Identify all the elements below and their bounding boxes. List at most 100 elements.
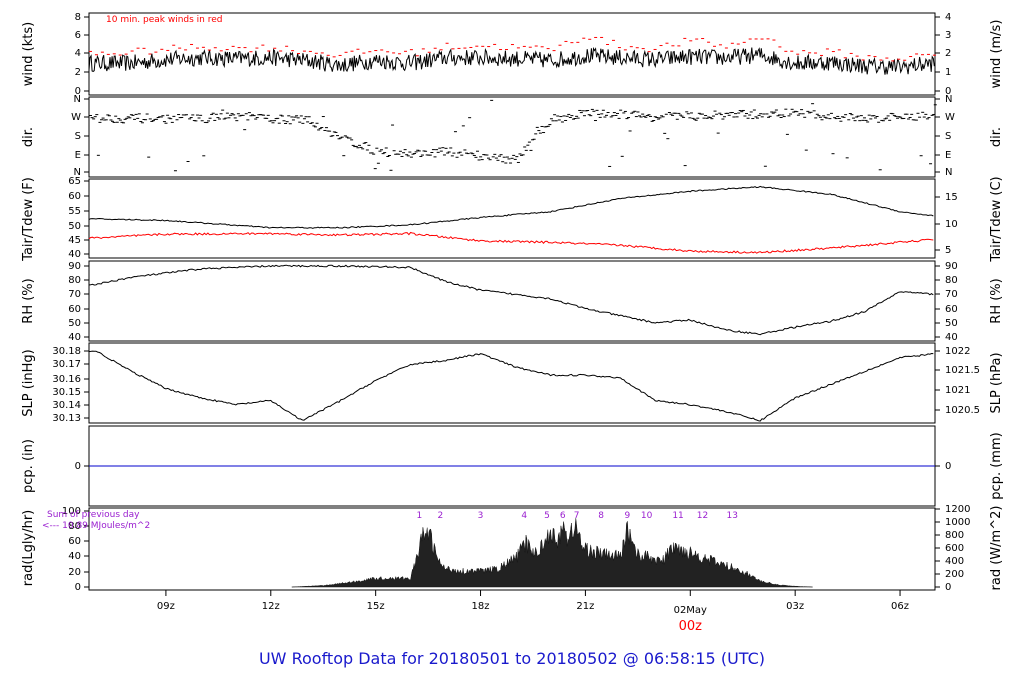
ytick-right-label: 400 [945,556,964,567]
ytick-left-label: 60 [68,191,81,202]
ytick-left-label: 55 [68,206,81,217]
radiation-marker-label: 11 [672,511,683,521]
ytick-right-label: 1022 [945,346,970,357]
ylabel-left-wind: wind (kts) [21,22,36,86]
ytick-left-label: 6 [75,30,81,41]
series-slp-line [88,350,934,422]
ytick-right-label: 5 [945,245,951,256]
ytick-left-label: 2 [75,67,81,78]
ytick-left-label: 30.17 [52,359,81,370]
ytick-left-label: 65 [68,176,81,187]
wind-annotation: 10 min. peak winds in red [106,15,223,25]
panel-frame-rad [88,507,936,591]
ylabel-left-slp: SLP (inHg) [21,349,36,417]
radiation-marker-label: 4 [521,511,527,521]
radiation-marker-label: 7 [574,511,580,521]
series-peak-winds [89,36,936,62]
ylabel-left-dir: dir. [21,127,36,147]
radiation-marker-label: 13 [727,511,738,521]
ylabel-right-rh: RH (%) [989,278,1004,323]
ylabel-left-pcp: pcp. (in) [21,439,36,493]
panel-frame-temp [88,178,936,259]
ylabel-left-temp: Tair/Tdew (F) [21,177,36,262]
ytick-left-label: 0 [75,86,81,97]
ytick-right-label: 15 [945,192,958,203]
radiation-marker-label: 9 [624,511,630,521]
ytick-right-label: 90 [945,261,958,272]
ytick-right-label: E [945,150,951,161]
ytick-right-label: 3 [945,30,951,41]
ytick-left-label: 30.15 [52,387,81,398]
ytick-right-label: 50 [945,318,958,329]
ytick-left-label: 4 [75,48,81,59]
radiation-marker-label: 2 [437,511,443,521]
xtick-label: 06z [891,601,909,612]
ytick-right-label: 80 [945,275,958,286]
panel-frame-slp [88,342,936,424]
xtick-label: 12z [262,601,280,612]
chart-footer-title: UW Rooftop Data for 20180501 to 20180502… [258,649,766,668]
ytick-right-label: 0 [945,582,951,593]
ylabel-right-pcp: pcp. (mm) [989,432,1004,499]
series-wind-line [88,46,935,75]
xtick-date-sub: 00z [679,619,703,634]
panel-frame-wind [88,12,936,96]
ylabel-left-rh: RH (%) [21,278,36,323]
ytick-left-label: 90 [68,261,81,272]
ytick-left-label: 40 [68,249,81,260]
ytick-left-label: N [74,94,81,105]
xtick-label: 02May [674,605,707,616]
ytick-left-label: 8 [75,12,81,23]
ytick-right-label: N [945,94,952,105]
ytick-right-label: 70 [945,289,958,300]
radiation-marker-label: 6 [560,511,566,521]
ytick-right-label: 600 [945,543,964,554]
ytick-left-label: 30.14 [52,400,81,411]
ytick-left-label: 60 [68,536,81,547]
radiation-marker-label: 10 [641,511,653,521]
ytick-right-label: 1200 [945,504,970,515]
ytick-left-label: 70 [68,289,81,300]
ytick-left-label: N [74,167,81,178]
ytick-left-label: 0 [75,461,81,472]
ytick-left-label: 30.13 [52,413,81,424]
radiation-marker-label: 5 [544,511,550,521]
ytick-left-label: 80 [68,275,81,286]
xtick-label: 18z [472,601,490,612]
panel-frame-dir [88,96,936,178]
ytick-right-label: 40 [945,332,958,343]
ytick-right-label: 60 [945,304,958,315]
ytick-right-label: 200 [945,569,964,580]
radiation-marker-label: 12 [697,511,708,521]
ytick-left-label: E [75,150,81,161]
ytick-right-label: N [945,167,952,178]
ytick-right-label: 10 [945,219,958,230]
ylabel-right-dir: dir. [989,127,1004,147]
ytick-right-label: 2 [945,48,951,59]
radiation-marker-label: 8 [598,511,604,521]
ytick-left-label: 50 [68,318,81,329]
ytick-left-label: 20 [68,567,81,578]
radiation-sum-label: Sum of previous day [47,510,140,520]
series-radiation-area [291,518,813,588]
ytick-left-label: 40 [68,332,81,343]
ytick-left-label: 50 [68,221,81,232]
ytick-left-label: 30.18 [52,346,81,357]
ytick-left-label: 0 [75,582,81,593]
xtick-label: 03z [786,601,804,612]
ytick-right-label: 1021.5 [945,365,980,376]
ytick-right-label: 0 [945,461,951,472]
ytick-right-label: 1 [945,67,951,78]
ytick-right-label: S [945,131,951,142]
ytick-left-label: 45 [68,235,81,246]
ylabel-right-wind: wind (m/s) [989,20,1004,89]
radiation-marker-label: 1 [416,511,422,521]
ytick-left-label: 30.16 [52,374,81,385]
ylabel-right-temp: Tair/Tdew (C) [989,176,1004,262]
ytick-left-label: 100 [62,506,81,517]
radiation-marker-label: 3 [478,511,484,521]
ytick-left-label: 60 [68,304,81,315]
ytick-right-label: 1020.5 [945,405,980,416]
ylabel-right-rad: rad (W/m^2) [989,506,1004,591]
